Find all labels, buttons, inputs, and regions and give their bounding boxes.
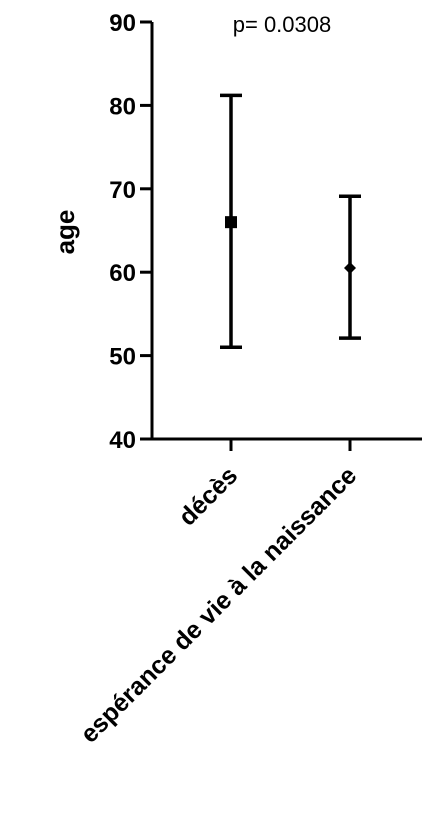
y-tick-label: 70 [109, 177, 136, 204]
axes [150, 22, 422, 441]
error-bars [220, 93, 361, 350]
mean-marker-square [225, 216, 237, 229]
x-ticks [229, 439, 352, 451]
mean-marker-diamond [344, 262, 356, 275]
error-bar-group [220, 93, 242, 350]
category-label: décès [173, 461, 243, 531]
y-tick-label: 90 [109, 10, 136, 37]
y-tick-label: 40 [109, 427, 136, 454]
y-ticks: 40 50 60 70 80 90 [109, 10, 152, 454]
p-value-annotation: p= 0.0308 [233, 12, 331, 37]
y-axis-title: age [50, 210, 80, 255]
y-tick-label: 50 [109, 344, 136, 371]
y-tick-label: 60 [109, 260, 136, 287]
error-bar-group [339, 194, 361, 340]
y-tick-label: 80 [109, 93, 136, 120]
